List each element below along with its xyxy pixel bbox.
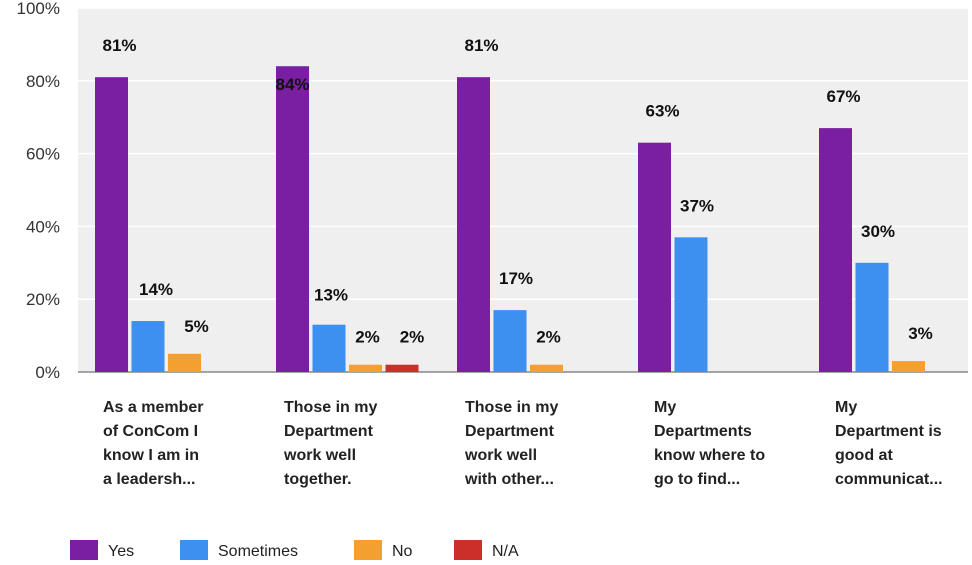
category-label: My Department is good at communicat... bbox=[835, 399, 943, 488]
legend-swatch bbox=[354, 540, 382, 560]
bar-no bbox=[530, 364, 563, 372]
bars bbox=[95, 66, 925, 373]
data-label: 67% bbox=[826, 87, 860, 106]
bar-sometimes bbox=[131, 321, 165, 372]
data-label: 2% bbox=[400, 328, 425, 347]
data-label: 3% bbox=[908, 324, 933, 343]
bar-no bbox=[168, 353, 201, 372]
y-tick-label: 80% bbox=[26, 72, 60, 91]
data-labels: 81% 14% 5% 84% 13% 2% 2% 81% 17% 2% 63% 37% 67% 30% 3% bbox=[102, 36, 932, 347]
bar-yes bbox=[276, 66, 309, 373]
y-tick-label: 100% bbox=[17, 0, 60, 18]
category-label: Those in my Department work well together. bbox=[283, 399, 377, 488]
data-label: 14% bbox=[139, 280, 173, 299]
data-label: 17% bbox=[499, 269, 533, 288]
category-label: Those in my Department work well with other… bbox=[464, 399, 558, 488]
data-label: 37% bbox=[680, 196, 714, 215]
bar-na bbox=[385, 364, 419, 372]
legend-swatch bbox=[180, 540, 208, 560]
grid-lines bbox=[78, 7, 968, 373]
data-label: 2% bbox=[536, 328, 561, 347]
legend-label: Sometimes bbox=[218, 543, 298, 560]
bar-no bbox=[349, 364, 382, 372]
legend-swatch bbox=[70, 540, 98, 560]
data-label: 84% bbox=[275, 75, 309, 94]
legend-label: Yes bbox=[108, 543, 134, 560]
data-label: 81% bbox=[464, 36, 498, 55]
legend: Yes Sometimes No N/A bbox=[70, 540, 519, 560]
bar-no bbox=[892, 361, 925, 372]
legend-label: No bbox=[392, 543, 413, 560]
bar-sometimes bbox=[493, 310, 527, 372]
y-axis-ticks: 0% 20% 40% 60% 80% 100% bbox=[17, 0, 60, 382]
y-tick-label: 0% bbox=[35, 363, 60, 382]
category-label: My Departments know where to go to find... bbox=[654, 399, 765, 488]
y-tick-label: 40% bbox=[26, 217, 60, 236]
y-tick-label: 60% bbox=[26, 145, 60, 164]
data-label: 5% bbox=[184, 317, 209, 336]
bar-yes bbox=[638, 142, 671, 372]
bar-sometimes bbox=[674, 237, 708, 372]
y-tick-label: 20% bbox=[26, 290, 60, 309]
bar-sometimes bbox=[312, 324, 346, 372]
bar-yes bbox=[819, 128, 852, 372]
bar-yes bbox=[95, 77, 128, 372]
legend-swatch bbox=[454, 540, 482, 560]
data-label: 81% bbox=[102, 36, 136, 55]
data-label: 30% bbox=[861, 222, 895, 241]
data-label: 63% bbox=[645, 102, 679, 121]
data-label: 13% bbox=[314, 286, 348, 305]
legend-label: N/A bbox=[492, 543, 519, 560]
bar-sometimes bbox=[855, 262, 889, 372]
bar-yes bbox=[457, 77, 490, 372]
data-label: 2% bbox=[355, 328, 380, 347]
